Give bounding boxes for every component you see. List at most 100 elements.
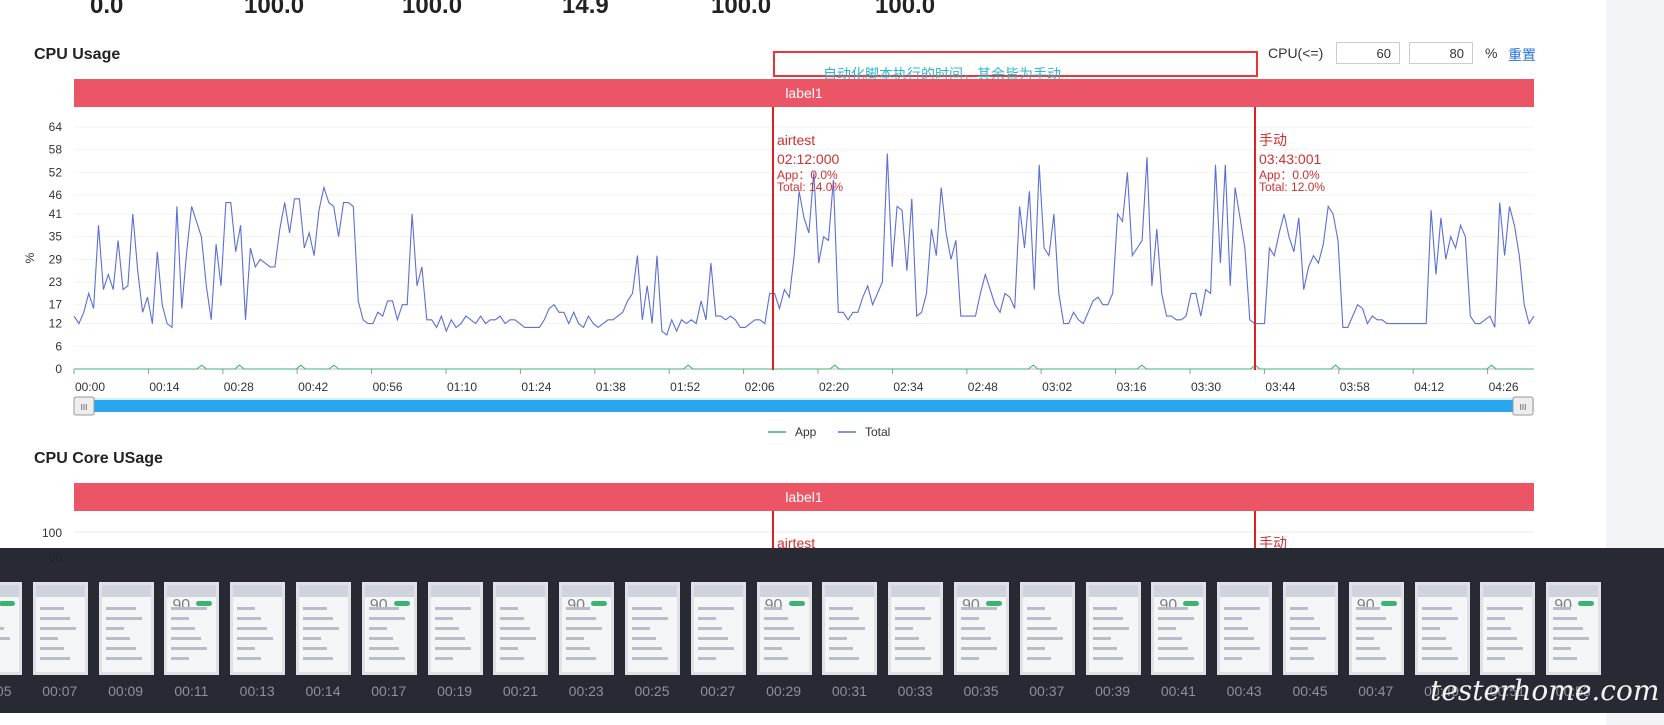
thumbnail-text-line (1290, 647, 1308, 650)
x-tick-label: 02:06 (745, 380, 775, 394)
screenshot-thumbnail[interactable] (32, 582, 88, 675)
screenshot-thumbnail[interactable] (1085, 582, 1141, 675)
thumbnail-text-line (434, 637, 465, 640)
thumbnail-screen: 90 (1549, 585, 1599, 672)
screenshot-thumbnail[interactable] (493, 582, 549, 675)
thumbnail-text-line (961, 657, 979, 660)
thumbnail-text-line (566, 637, 585, 640)
stat-value: 100.0 (875, 0, 936, 19)
thumbnail-screen: 90 (562, 585, 612, 672)
thumbnail-text-line (566, 607, 591, 610)
threshold-low-input[interactable] (1336, 42, 1400, 64)
thumbnail-text-line (829, 657, 860, 660)
thumbnail-text-line (895, 657, 932, 660)
thumbnail-header (496, 585, 546, 597)
screenshot-thumbnail[interactable]: 90 (164, 582, 220, 675)
thumbnail-text-line (39, 637, 58, 640)
screenshot-thumbnail[interactable] (1283, 582, 1338, 675)
thumbnail-header (1417, 585, 1467, 597)
screenshot-thumbnail[interactable] (296, 582, 351, 675)
thumbnail-text-line (1224, 617, 1243, 620)
x-tick-label: 02:48 (968, 380, 998, 394)
thumbnail-text-line (500, 617, 525, 620)
thumbnail-text-line (1224, 627, 1249, 630)
thumbnail-text-line (1026, 637, 1063, 640)
thumbnail-text-line (1158, 607, 1189, 610)
thumbnail-time-label: 00:29 (766, 683, 802, 699)
x-tick-label: 00:28 (224, 380, 254, 394)
thumbnail-score: 90 (1356, 597, 1375, 614)
screenshot-thumbnail[interactable]: 90 (954, 582, 1009, 675)
thumbnail-text-line (1487, 647, 1524, 650)
screenshot-thumbnail[interactable] (230, 582, 286, 675)
x-tick-label: 03:16 (1117, 380, 1147, 394)
screenshot-thumbnail[interactable] (822, 582, 878, 675)
thumbnail-pill (1380, 601, 1397, 606)
thumbnail-text-line (566, 617, 597, 620)
thumbnail-header (35, 585, 85, 597)
marker-time: 03:43:001 (1259, 151, 1321, 167)
thumbnail-screen (233, 585, 283, 672)
screenshot-thumbnail[interactable] (98, 582, 154, 675)
thumbnail-text-line (1158, 627, 1177, 630)
thumbnail-text-line (1026, 647, 1045, 650)
thumbnail-text-line (697, 637, 728, 640)
x-tick-label: 02:20 (819, 380, 849, 394)
screenshot-thumbnail[interactable]: 90 (361, 582, 417, 675)
screenshot-thumbnail[interactable]: 90 (1546, 582, 1602, 675)
label-bar[interactable]: label1 (74, 79, 1534, 107)
thumbnail-text-line (171, 627, 196, 630)
thumbnail-text-line (1092, 617, 1123, 620)
grip-icon: III (81, 403, 88, 412)
screenshot-thumbnail[interactable]: 90 (1348, 582, 1404, 675)
screenshot-filmstrip[interactable]: 90 00:05 00:07 00:09 90 00:11 00:13 00:14 90 00:1… (0, 548, 1664, 713)
screenshot-thumbnail[interactable] (1480, 582, 1536, 675)
thumbnail-screen (101, 585, 151, 672)
thumbnail-text-line (434, 617, 453, 620)
screenshot-thumbnail[interactable]: 90 (1151, 582, 1207, 675)
legend-total-label[interactable]: Total (865, 425, 890, 439)
thumbnail-text-line (434, 607, 471, 610)
thumbnail-text-line (961, 647, 997, 650)
x-tick-label: 03:30 (1191, 380, 1221, 394)
thumbnail-time-label: 00:07 (42, 683, 78, 699)
legend-app-label[interactable]: App (795, 425, 817, 439)
screenshot-thumbnail[interactable]: 90 (559, 582, 615, 675)
zoom-handle-left[interactable] (73, 396, 95, 416)
thumbnail-text-line (1553, 637, 1590, 640)
thumbnail-header (957, 585, 1006, 597)
thumbnail-text-line (105, 617, 142, 620)
thumbnail-text-line (434, 627, 459, 630)
screenshot-thumbnail[interactable] (1217, 582, 1273, 675)
thumbnail-screen: 90 (364, 585, 414, 672)
thumbnail-time-label: 00:39 (1095, 683, 1131, 699)
thumbnail-text-line (1355, 657, 1386, 660)
thumbnail-text-line (1355, 617, 1386, 620)
zoom-slider-range[interactable] (84, 400, 1524, 412)
zoom-handle-right[interactable] (1512, 396, 1534, 416)
thumbnail-pill (0, 601, 15, 606)
thumbnail-header (364, 585, 414, 597)
x-tick-label: 03:44 (1265, 380, 1295, 394)
grip-icon: III (1520, 403, 1527, 412)
screenshot-thumbnail[interactable]: 90 (0, 582, 22, 675)
label-bar[interactable]: label1 (74, 483, 1534, 511)
thumbnail-header (891, 585, 941, 597)
thumbnail-text-line (1158, 637, 1183, 640)
thumbnail-text-line (895, 627, 914, 630)
threshold-high-input[interactable] (1409, 42, 1473, 64)
screenshot-thumbnail[interactable]: 90 (756, 582, 812, 675)
screenshot-thumbnail[interactable] (1019, 582, 1075, 675)
thumbnail-text-line (368, 627, 387, 630)
screenshot-thumbnail[interactable] (888, 582, 944, 675)
thumbnail-header (1022, 585, 1072, 597)
screenshot-thumbnail[interactable] (1414, 582, 1470, 675)
reset-link[interactable]: 重置 (1508, 47, 1536, 63)
screenshot-thumbnail[interactable] (690, 582, 746, 675)
thumbnail-text-line (895, 647, 926, 650)
screenshot-thumbnail[interactable] (625, 582, 680, 675)
thumbnail-time-label: 00:43 (1226, 683, 1262, 699)
thumbnail-screen (1220, 585, 1270, 672)
screenshot-thumbnail[interactable] (427, 582, 483, 675)
thumbnail-time-label: 00:49 (1424, 683, 1460, 699)
